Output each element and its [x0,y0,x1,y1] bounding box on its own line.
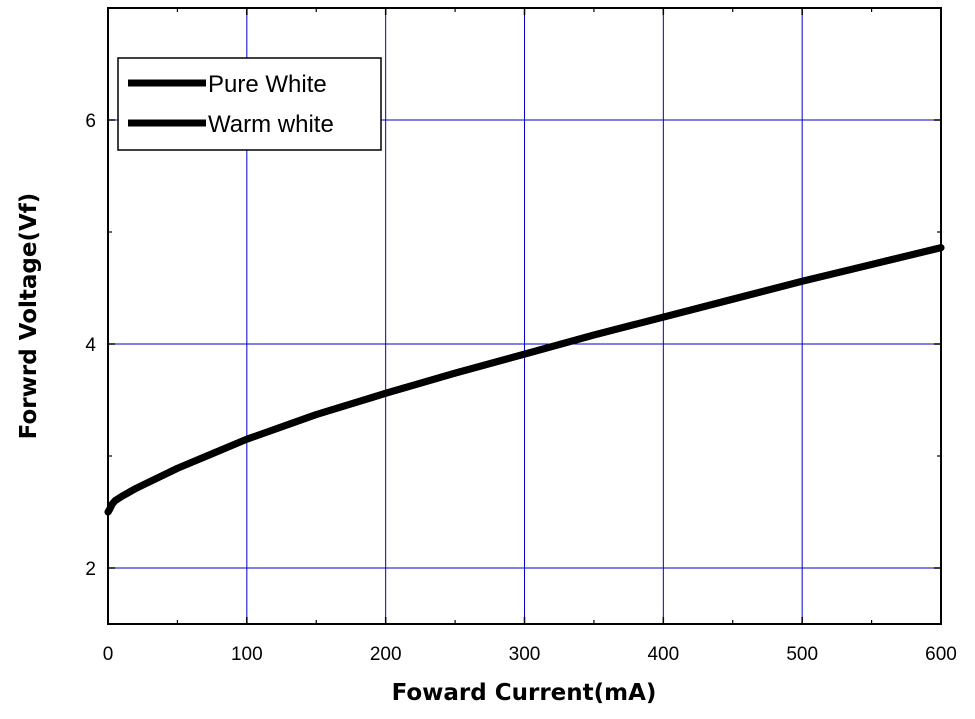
y-axis-title: Forwrd Voltage(Vf) [16,193,42,440]
y-tick-label: 6 [85,111,96,132]
x-tick-label: 200 [370,644,402,665]
x-tick-label: 400 [647,644,679,665]
axis-ticks: 0 100 200 300 400 500 600 2 4 6 [85,7,957,665]
x-tick-label: 500 [786,644,818,665]
legend-label-warm-white: Warm white [208,111,334,138]
x-tick-label: 0 [103,644,114,665]
x-tick-label: 300 [509,644,541,665]
x-tick-label: 100 [231,644,263,665]
y-tick-label: 4 [85,335,96,356]
legend-label-pure-white: Pure White [208,71,327,98]
series-line-warm-white [104,244,945,516]
series-layer [104,244,945,516]
legend-box [117,57,382,151]
y-tick-label: 2 [85,559,96,580]
legend: Pure White Warm white [117,57,382,151]
x-tick-label: 600 [925,644,957,665]
x-axis-title: Foward Current(mA) [392,680,657,706]
